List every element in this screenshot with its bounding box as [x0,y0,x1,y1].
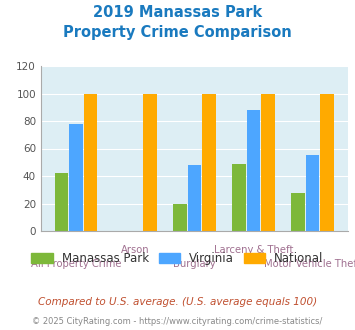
Bar [320,93,334,231]
Bar [291,192,305,231]
Text: Arson: Arson [121,245,149,255]
Bar [261,93,275,231]
Text: All Property Crime: All Property Crime [31,259,121,269]
Legend: Manassas Park, Virginia, National: Manassas Park, Virginia, National [27,247,328,270]
Bar [55,173,69,231]
Text: Larceny & Theft: Larceny & Theft [214,245,293,255]
Bar [232,164,246,231]
Bar [69,124,83,231]
Bar [173,204,187,231]
Text: 2019 Manassas Park: 2019 Manassas Park [93,5,262,20]
Bar [247,110,260,231]
Text: Motor Vehicle Theft: Motor Vehicle Theft [264,259,355,269]
Bar [187,165,201,231]
Text: Property Crime Comparison: Property Crime Comparison [63,25,292,40]
Text: Compared to U.S. average. (U.S. average equals 100): Compared to U.S. average. (U.S. average … [38,297,317,307]
Bar [143,93,157,231]
Bar [202,93,215,231]
Bar [306,155,320,231]
Bar [84,93,97,231]
Text: Burglary: Burglary [173,259,216,269]
Text: © 2025 CityRating.com - https://www.cityrating.com/crime-statistics/: © 2025 CityRating.com - https://www.city… [32,317,323,326]
